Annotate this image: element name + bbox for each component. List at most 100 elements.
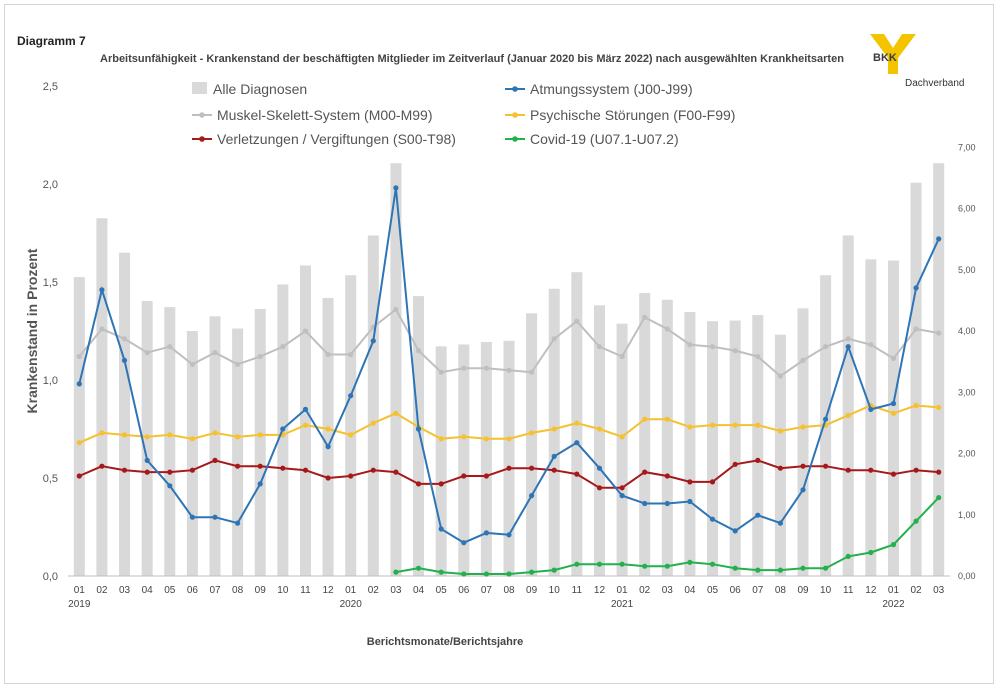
point-covid [551, 567, 557, 573]
x-tick-label: 08 [232, 585, 244, 596]
bar-alle-diagnosen [842, 235, 854, 576]
point-muskel [167, 344, 173, 350]
point-verletz [144, 469, 150, 475]
x-tick-label: 12 [865, 585, 877, 596]
point-atmung [302, 406, 309, 412]
x-year-label: 2019 [68, 599, 91, 610]
point-verletz [212, 457, 218, 463]
point-covid [619, 561, 625, 567]
x-year-label: 2021 [611, 599, 634, 610]
bar-alle-diagnosen [390, 163, 402, 577]
bar-alle-diagnosen [661, 299, 673, 576]
x-tick-label: 06 [458, 585, 470, 596]
point-psych [574, 420, 580, 426]
x-tick-label: 01 [345, 585, 357, 596]
y2-tick-label: 6,00 [958, 204, 976, 214]
x-tick-label: 05 [707, 585, 719, 596]
point-psych [687, 424, 693, 430]
point-muskel [280, 344, 286, 350]
chart-title: Arbeitsunfähigkeit - Krankenstand der be… [100, 53, 844, 65]
y2-tick-label: 7,00 [958, 142, 976, 152]
point-covid [732, 565, 738, 571]
point-atmung [461, 540, 467, 546]
bar-alle-diagnosen [910, 182, 922, 576]
legend-marker-psych [512, 112, 518, 118]
point-verletz [709, 479, 716, 485]
bar-alle-diagnosen [752, 315, 764, 576]
point-psych [302, 422, 309, 428]
legend-label-alle: Alle Diagnosen [213, 81, 307, 97]
x-tick-label: 08 [775, 585, 787, 596]
point-psych [167, 432, 173, 438]
x-tick-label: 08 [503, 585, 515, 596]
point-atmung [596, 465, 603, 471]
point-muskel [800, 357, 806, 363]
point-psych [438, 436, 444, 442]
point-verletz [845, 467, 851, 473]
point-verletz [823, 463, 829, 469]
y-axis-title: Krankenstand in Prozent [24, 248, 40, 413]
point-covid [709, 561, 716, 567]
point-atmung [144, 457, 150, 463]
bar-alle-diagnosen [593, 305, 605, 576]
point-atmung [529, 493, 535, 499]
point-psych [800, 424, 806, 430]
point-atmung [280, 426, 286, 432]
bar-alle-diagnosen [322, 297, 334, 576]
x-tick-label: 05 [436, 585, 448, 596]
point-muskel [913, 326, 919, 332]
point-verletz [551, 467, 557, 473]
chart-frame [4, 4, 994, 684]
point-atmung [574, 440, 580, 446]
point-muskel [325, 351, 331, 358]
point-verletz [167, 469, 173, 475]
bar-alle-diagnosen [887, 260, 899, 576]
x-tick-label: 01 [617, 585, 629, 596]
point-atmung [823, 416, 829, 422]
point-muskel [551, 336, 557, 342]
point-verletz [348, 473, 354, 479]
point-covid [755, 567, 761, 573]
x-tick-label: 11 [572, 585, 583, 596]
bar-alle-diagnosen [186, 331, 198, 576]
bar-alle-diagnosen [707, 321, 719, 576]
point-psych [529, 430, 535, 436]
bar-alle-diagnosen [413, 296, 425, 576]
point-psych [235, 434, 241, 440]
y2-tick-label: 5,00 [958, 265, 976, 275]
x-year-label: 2020 [340, 599, 363, 610]
point-verletz [687, 479, 693, 485]
point-covid [393, 569, 399, 575]
bar-alle-diagnosen [119, 252, 131, 576]
x-tick-label: 04 [413, 585, 425, 596]
y-tick-label: 0,0 [43, 571, 58, 583]
point-psych [189, 436, 195, 442]
y2-tick-label: 4,00 [958, 326, 976, 336]
point-verletz [189, 467, 195, 473]
bar-alle-diagnosen [797, 308, 809, 576]
point-muskel [212, 350, 218, 356]
x-tick-label: 02 [911, 585, 923, 596]
logo-subtext: Dachverband [905, 78, 965, 89]
point-muskel [76, 353, 82, 360]
point-verletz [574, 471, 580, 477]
point-psych [755, 422, 761, 428]
point-atmung [732, 528, 738, 534]
point-muskel [506, 367, 512, 373]
bar-alle-diagnosen [933, 163, 945, 577]
point-covid [574, 561, 580, 567]
point-psych [393, 410, 399, 416]
legend-marker-atmung [512, 86, 518, 92]
point-covid [913, 518, 919, 524]
x-tick-label: 10 [277, 585, 289, 596]
point-atmung [235, 520, 241, 526]
bar-alle-diagnosen [209, 316, 221, 576]
point-atmung [483, 530, 489, 536]
point-covid [461, 571, 467, 577]
point-covid [823, 565, 829, 571]
point-muskel [461, 365, 467, 371]
point-atmung [348, 393, 354, 399]
point-atmung [370, 338, 376, 344]
point-atmung [257, 481, 263, 487]
